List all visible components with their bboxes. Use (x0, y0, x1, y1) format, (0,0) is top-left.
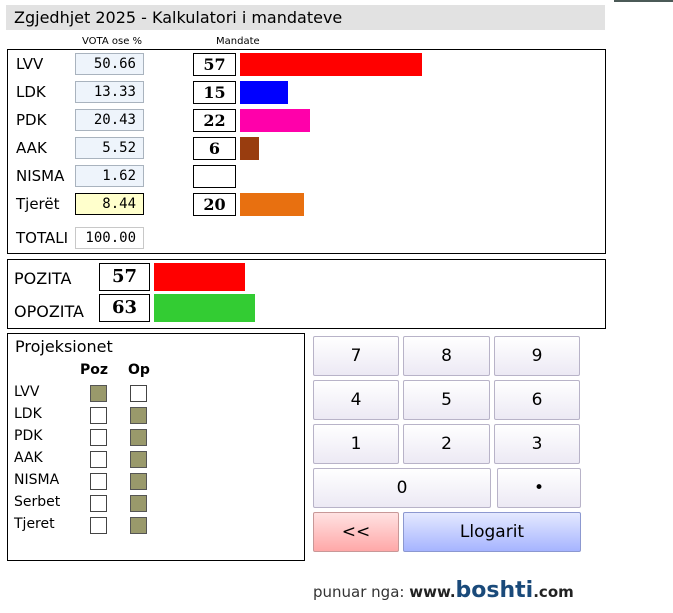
seats-bar-aak (240, 137, 259, 160)
projections-poz-header: Poz (80, 362, 109, 378)
vote-input-tjeret[interactable]: 8.44 (75, 193, 144, 215)
credit-prefix: punuar nga: (313, 583, 405, 601)
seats-value-nisma (193, 165, 236, 188)
votes-column-header: VOTA ose % (82, 36, 143, 47)
boshti-logo[interactable]: boshti (455, 578, 534, 603)
pozita-bar (154, 263, 245, 291)
projection-label-serbet: Serbet (14, 494, 61, 510)
op-checkbox-ldk[interactable] (130, 407, 147, 424)
key-1-button[interactable]: 1 (313, 424, 399, 464)
results-panel: LVV LDK PDK AAK NISMA Tjerët TOTALI 50.6… (7, 49, 606, 254)
page-title: Zgjedhjet 2025 - Kalkulatori i mandateve (6, 5, 605, 30)
seats-value-pdk: 22 (193, 109, 236, 132)
op-checkbox-serbet[interactable] (130, 495, 147, 512)
party-label-pdk: PDK (16, 111, 47, 129)
vote-input-lvv[interactable]: 50.66 (75, 53, 144, 75)
pozita-label: POZITA (14, 269, 72, 288)
vote-input-ldk[interactable]: 13.33 (75, 81, 144, 103)
key-2-button[interactable]: 2 (403, 424, 490, 464)
projection-label-pdk: PDK (14, 428, 43, 444)
vote-input-aak[interactable]: 5.52 (75, 137, 144, 159)
party-label-ldk: LDK (16, 83, 46, 101)
key-6-button[interactable]: 6 (494, 380, 580, 420)
total-label: TOTALI (16, 229, 69, 247)
projection-label-lvv: LVV (14, 384, 40, 400)
poz-checkbox-aak[interactable] (90, 451, 107, 468)
key-3-button[interactable]: 3 (494, 424, 580, 464)
key-0-button[interactable]: 0 (313, 468, 491, 508)
key-9-button[interactable]: 9 (494, 336, 580, 376)
poz-checkbox-nisma[interactable] (90, 473, 107, 490)
projections-op-header: Op (128, 362, 150, 378)
op-checkbox-pdk[interactable] (130, 429, 147, 446)
party-label-nisma: NISMA (16, 167, 65, 185)
poz-checkbox-lvv[interactable] (90, 385, 107, 402)
total-value: 100.00 (75, 227, 144, 249)
projection-label-tjeret: Tjeret (14, 516, 55, 532)
key-8-button[interactable]: 8 (403, 336, 490, 376)
pozita-seats: 57 (99, 263, 150, 291)
vote-input-pdk[interactable]: 20.43 (75, 109, 144, 131)
seats-bar-pdk (240, 109, 310, 132)
seats-value-ldk: 15 (193, 81, 236, 104)
corner-divider (614, 0, 673, 2)
key-decimal-button[interactable]: • (497, 468, 581, 508)
key-7-button[interactable]: 7 (313, 336, 399, 376)
projection-label-nisma: NISMA (14, 472, 60, 488)
credit-site-prefix: www. (409, 583, 456, 601)
seats-column-header: Mandate (216, 36, 260, 47)
opozita-label: OPOZITA (14, 302, 84, 321)
opozita-bar (154, 294, 255, 322)
projection-label-aak: AAK (14, 450, 43, 466)
backspace-button[interactable]: << (313, 512, 399, 552)
credit-site-suffix: .com (533, 583, 574, 601)
seats-bar-tjeret (240, 193, 304, 216)
coalition-panel: POZITA OPOZITA 57 63 (7, 259, 606, 329)
poz-checkbox-tjeret[interactable] (90, 517, 107, 534)
credit-line: punuar nga: www.boshti.com (313, 578, 574, 603)
seats-value-aak: 6 (193, 137, 236, 160)
key-5-button[interactable]: 5 (403, 380, 490, 420)
poz-checkbox-pdk[interactable] (90, 429, 107, 446)
seats-bar-lvv (240, 53, 422, 76)
poz-checkbox-serbet[interactable] (90, 495, 107, 512)
party-label-aak: AAK (16, 139, 47, 157)
poz-checkbox-ldk[interactable] (90, 407, 107, 424)
party-label-lvv: LVV (16, 55, 44, 73)
op-checkbox-lvv[interactable] (130, 385, 147, 402)
op-checkbox-tjeret[interactable] (130, 517, 147, 534)
op-checkbox-aak[interactable] (130, 451, 147, 468)
seats-value-tjeret: 20 (193, 193, 236, 216)
projections-panel: Projeksionet Poz Op LVV LDK PDK AAK NISM… (7, 333, 305, 561)
projections-title: Projeksionet (15, 337, 113, 356)
projection-label-ldk: LDK (14, 406, 42, 422)
party-label-tjeret: Tjerët (16, 195, 60, 213)
seats-value-lvv: 57 (193, 53, 236, 76)
opozita-seats: 63 (99, 294, 150, 322)
op-checkbox-nisma[interactable] (130, 473, 147, 490)
key-4-button[interactable]: 4 (313, 380, 399, 420)
calculate-button[interactable]: Llogarit (403, 512, 581, 552)
vote-input-nisma[interactable]: 1.62 (75, 165, 144, 187)
seats-bar-ldk (240, 81, 288, 104)
